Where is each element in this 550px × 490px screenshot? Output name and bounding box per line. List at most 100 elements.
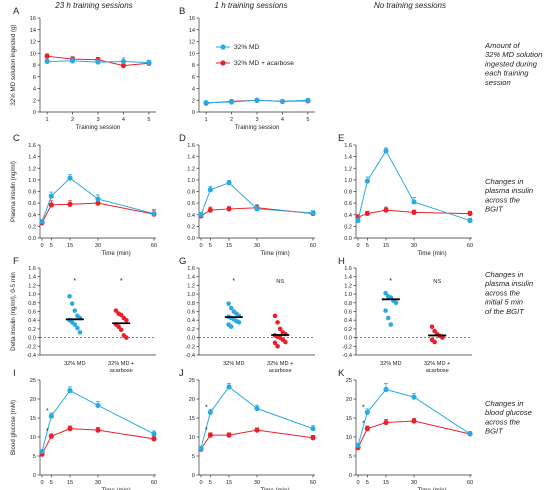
y-tick-label: 1.0 xyxy=(344,178,352,184)
x-tick-label: 5 xyxy=(209,243,212,249)
data-point xyxy=(44,58,50,65)
category-label-line: acarbose xyxy=(426,368,449,374)
data-point xyxy=(272,340,278,346)
y-tick-label: 4 xyxy=(33,87,36,93)
panel-letter-k: K xyxy=(338,368,345,379)
y-tick-label: 1.0 xyxy=(187,178,195,184)
y-tick-label: 8 xyxy=(33,63,36,69)
axes xyxy=(196,17,315,115)
data-point xyxy=(95,200,101,206)
data-point xyxy=(77,330,83,335)
row-description-line: Changes in xyxy=(485,399,523,408)
series-md xyxy=(355,383,473,448)
x-tick-label: 2 xyxy=(71,117,74,123)
y-tick-label: 0.2 xyxy=(28,224,36,230)
data-point xyxy=(228,99,235,105)
significance-mark: * xyxy=(389,278,392,285)
x-axis-label: Time (min) xyxy=(417,487,446,490)
y-tick-label: 0.6 xyxy=(344,310,352,316)
row-description-line: Changes in xyxy=(485,177,523,186)
row-description-line: Changes in xyxy=(485,270,523,279)
data-point xyxy=(440,335,445,340)
row-description-line: each training xyxy=(485,69,529,78)
y-tick-label: 15 xyxy=(30,416,36,422)
series-line xyxy=(200,429,314,450)
data-point xyxy=(48,433,54,439)
series-md xyxy=(39,174,157,225)
row-description-2: Changes in plasma insulin across the BGIT xyxy=(484,177,533,214)
significance-mark: NS xyxy=(276,279,284,285)
data-point xyxy=(95,196,101,202)
y-tick-label: 0 xyxy=(192,110,195,116)
panel-letter-h: H xyxy=(338,256,345,267)
data-point xyxy=(151,431,157,437)
x-tick-label: 5 xyxy=(209,480,212,486)
data-point xyxy=(198,445,204,451)
data-point xyxy=(467,431,473,437)
significance-mark: * xyxy=(362,404,365,411)
data-point xyxy=(67,388,73,394)
data-point xyxy=(364,426,370,432)
y-tick-label: 1.4 xyxy=(28,155,36,161)
y-tick-label: 0.2 xyxy=(344,327,352,333)
category-label-line: 32% MD + xyxy=(424,361,450,367)
y-tick-label: 16 xyxy=(30,16,36,22)
y-axis-label: Blood glucose (mM) xyxy=(10,400,17,455)
x-tick-label: 60 xyxy=(467,243,473,249)
y-tick-label: 1.4 xyxy=(187,275,195,281)
data-point xyxy=(254,427,260,433)
data-point xyxy=(67,293,72,299)
data-point xyxy=(116,324,121,330)
y-tick-label: 14 xyxy=(30,28,36,34)
y-tick-label: 2 xyxy=(192,98,195,104)
x-tick-label: 60 xyxy=(467,480,473,486)
y-tick-label: 0 xyxy=(33,110,36,116)
row-description-line: Amount of xyxy=(484,41,521,50)
y-tick-label: 0.8 xyxy=(28,190,36,196)
data-point xyxy=(355,217,361,224)
x-tick-label: 30 xyxy=(254,480,260,486)
column-header-1: 23 h training sessions xyxy=(54,1,132,10)
data-point xyxy=(364,409,370,415)
data-point xyxy=(39,219,45,225)
x-tick-label: 2 xyxy=(230,117,233,123)
category-label: 32% MD xyxy=(223,361,244,367)
y-tick-label: 10 xyxy=(30,51,36,57)
data-point xyxy=(383,308,388,313)
series-md xyxy=(355,147,473,224)
data-point xyxy=(226,206,232,212)
series-md-acarbose xyxy=(198,427,316,452)
y-tick-label: 0.4 xyxy=(28,318,36,324)
data-point xyxy=(355,442,361,448)
x-tick-label: 0 xyxy=(40,480,43,486)
y-tick-label: 0.6 xyxy=(28,310,36,316)
data-point xyxy=(411,199,417,205)
data-point xyxy=(364,210,370,217)
category-label-line: acarbose xyxy=(110,368,133,374)
data-point xyxy=(207,409,213,415)
significance-mark: * xyxy=(205,404,208,411)
data-point xyxy=(118,312,124,318)
series-md xyxy=(198,180,316,218)
data-point xyxy=(310,426,316,432)
panel-letter-e: E xyxy=(338,133,344,144)
series-md-acarbose xyxy=(39,425,157,457)
y-tick-label: -0.2 xyxy=(185,344,195,350)
y-tick-label: 0.4 xyxy=(28,213,36,219)
y-tick-label: 0.8 xyxy=(187,190,195,196)
y-tick-label: 1.2 xyxy=(344,166,352,172)
x-tick-label: 15 xyxy=(67,243,73,249)
data-point xyxy=(48,193,54,199)
series-md xyxy=(39,386,157,455)
data-point xyxy=(44,53,50,59)
y-tick-label: 0.6 xyxy=(28,201,36,207)
y-tick-label: 1.6 xyxy=(28,266,36,272)
y-tick-label: 10 xyxy=(346,435,352,441)
data-point xyxy=(151,210,157,217)
panel-letter-f: F xyxy=(13,256,19,267)
row-description-line: BGIT xyxy=(485,427,504,436)
significance-mark: * xyxy=(73,278,76,285)
x-axis-label: Time (min) xyxy=(260,487,289,490)
y-tick-label: -0.2 xyxy=(26,344,36,350)
category-label: 32% MD + acarbose xyxy=(424,361,450,374)
